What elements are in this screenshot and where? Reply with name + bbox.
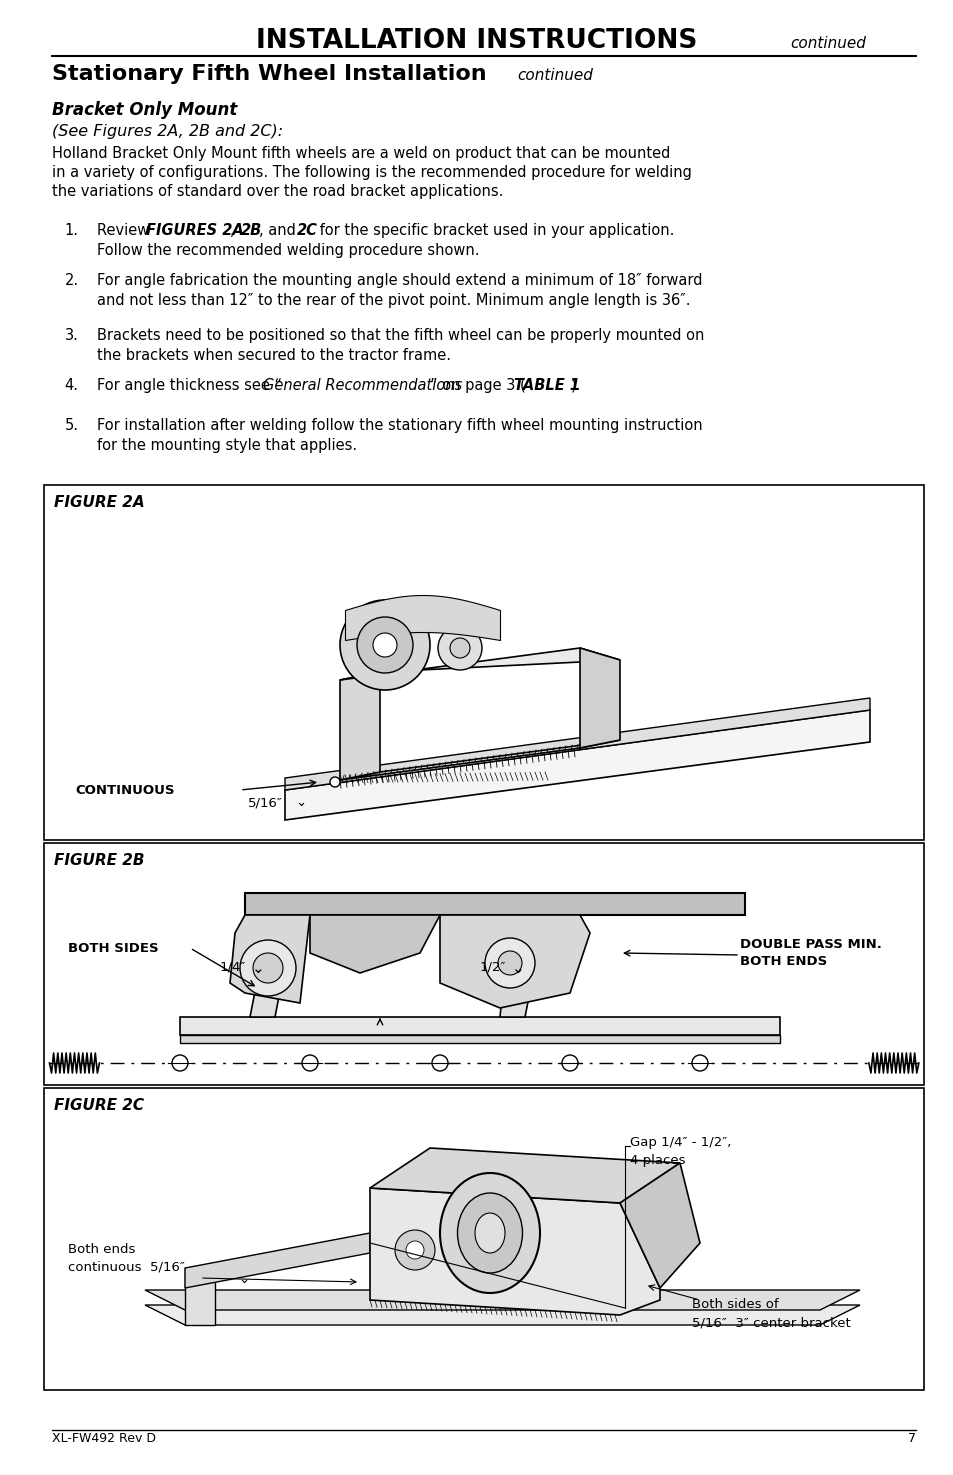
- Text: continued: continued: [517, 68, 593, 83]
- Text: CONTINUOUS: CONTINUOUS: [75, 783, 174, 796]
- Text: Stationary Fifth Wheel Installation: Stationary Fifth Wheel Installation: [52, 63, 487, 84]
- Polygon shape: [310, 914, 439, 974]
- Bar: [180, 1016, 780, 1035]
- Polygon shape: [339, 648, 619, 680]
- Polygon shape: [439, 914, 589, 1007]
- Text: ,: ,: [231, 223, 239, 237]
- Circle shape: [356, 617, 413, 673]
- Ellipse shape: [439, 1173, 539, 1294]
- Circle shape: [406, 1240, 423, 1260]
- Polygon shape: [579, 648, 619, 748]
- Polygon shape: [285, 709, 869, 820]
- Text: BOTH SIDES: BOTH SIDES: [68, 941, 158, 954]
- Circle shape: [497, 951, 521, 975]
- Text: ⌄: ⌄: [512, 962, 524, 976]
- Circle shape: [395, 1230, 435, 1270]
- Circle shape: [691, 1055, 707, 1071]
- Text: for the mounting style that applies.: for the mounting style that applies.: [97, 438, 357, 453]
- Text: DOUBLE PASS MIN.: DOUBLE PASS MIN.: [740, 938, 881, 951]
- Circle shape: [484, 938, 535, 988]
- Text: Follow the recommended welding procedure shown.: Follow the recommended welding procedure…: [97, 243, 479, 258]
- Text: 2.: 2.: [65, 273, 78, 288]
- Polygon shape: [185, 1268, 214, 1325]
- Text: For angle fabrication the mounting angle should extend a minimum of 18″ forward: For angle fabrication the mounting angle…: [97, 273, 702, 288]
- Text: ⌄: ⌄: [294, 796, 306, 808]
- Text: FIGURES 2A: FIGURES 2A: [147, 223, 244, 237]
- Text: 4 places: 4 places: [629, 1153, 685, 1167]
- Polygon shape: [339, 673, 379, 780]
- Polygon shape: [230, 914, 310, 1003]
- Text: 7: 7: [907, 1432, 915, 1446]
- Circle shape: [437, 625, 481, 670]
- Text: 2B: 2B: [240, 223, 261, 237]
- Polygon shape: [185, 1233, 370, 1288]
- Text: FIGURE 2B: FIGURE 2B: [54, 853, 145, 867]
- Bar: [45, 485, 923, 839]
- Text: in a variety of configurations. The following is the recommended procedure for w: in a variety of configurations. The foll…: [52, 165, 692, 180]
- Bar: [180, 1035, 780, 1043]
- Text: BOTH ENDS: BOTH ENDS: [740, 954, 826, 968]
- Polygon shape: [339, 740, 619, 780]
- Circle shape: [561, 1055, 578, 1071]
- Text: TABLE 1: TABLE 1: [514, 378, 579, 392]
- Polygon shape: [145, 1305, 859, 1325]
- Circle shape: [240, 940, 295, 996]
- Text: the brackets when secured to the tractor frame.: the brackets when secured to the tractor…: [97, 348, 451, 363]
- Text: ⌄: ⌄: [252, 962, 265, 976]
- Text: 2C: 2C: [296, 223, 317, 237]
- Text: Both sides of: Both sides of: [691, 1298, 778, 1311]
- Text: 5/16″: 5/16″: [248, 796, 283, 808]
- Circle shape: [330, 777, 339, 788]
- Text: XL-FW492 Rev D: XL-FW492 Rev D: [52, 1432, 156, 1446]
- Text: and not less than 12″ to the rear of the pivot point. Minimum angle length is 36: and not less than 12″ to the rear of the…: [97, 294, 690, 308]
- Text: 3.: 3.: [65, 327, 78, 344]
- Polygon shape: [370, 1187, 659, 1316]
- Text: For installation after welding follow the stationary fifth wheel mounting instru: For installation after welding follow th…: [97, 417, 702, 434]
- Polygon shape: [250, 914, 294, 1016]
- Text: continued: continued: [789, 35, 865, 52]
- Text: 1.: 1.: [65, 223, 78, 237]
- Text: the variations of standard over the road bracket applications.: the variations of standard over the road…: [52, 184, 503, 199]
- Text: 1/2″: 1/2″: [479, 960, 506, 974]
- Polygon shape: [499, 914, 544, 1016]
- Circle shape: [339, 600, 430, 690]
- Bar: [45, 844, 923, 1086]
- Text: FIGURE 2C: FIGURE 2C: [54, 1097, 145, 1114]
- Text: 1/4″: 1/4″: [220, 960, 246, 974]
- Circle shape: [253, 953, 283, 982]
- Text: continuous  5/16″: continuous 5/16″: [68, 1261, 185, 1274]
- Circle shape: [450, 639, 470, 658]
- Bar: [245, 892, 744, 914]
- Circle shape: [302, 1055, 317, 1071]
- Ellipse shape: [457, 1193, 522, 1273]
- Polygon shape: [145, 1291, 859, 1310]
- Text: ).: ).: [570, 378, 580, 392]
- Text: 5.: 5.: [65, 417, 78, 434]
- Text: For angle thickness see “: For angle thickness see “: [97, 378, 282, 392]
- Polygon shape: [619, 1162, 700, 1288]
- Text: , and: , and: [259, 223, 300, 237]
- Text: Gap 1/4″ - 1/2″,: Gap 1/4″ - 1/2″,: [629, 1136, 731, 1149]
- Text: (See Figures 2A, 2B and 2C):: (See Figures 2A, 2B and 2C):: [52, 124, 283, 139]
- Text: ” on page 3 (: ” on page 3 (: [430, 378, 526, 392]
- Circle shape: [373, 633, 396, 656]
- Text: General Recommendations: General Recommendations: [263, 378, 462, 392]
- Polygon shape: [285, 698, 869, 791]
- Circle shape: [432, 1055, 448, 1071]
- Text: ⌄: ⌄: [237, 1273, 249, 1286]
- Text: 5/16″  3″ center bracket: 5/16″ 3″ center bracket: [691, 1316, 850, 1329]
- Text: FIGURE 2A: FIGURE 2A: [54, 496, 145, 510]
- Text: Both ends: Both ends: [68, 1243, 135, 1257]
- Circle shape: [172, 1055, 188, 1071]
- Text: Bracket Only Mount: Bracket Only Mount: [52, 100, 237, 119]
- Text: Holland Bracket Only Mount fifth wheels are a weld on product that can be mounte: Holland Bracket Only Mount fifth wheels …: [52, 146, 670, 161]
- Ellipse shape: [475, 1212, 504, 1252]
- Text: INSTALLATION INSTRUCTIONS: INSTALLATION INSTRUCTIONS: [256, 28, 697, 55]
- Polygon shape: [370, 1148, 679, 1204]
- Text: 4.: 4.: [65, 378, 78, 392]
- Text: Brackets need to be positioned so that the fifth wheel can be properly mounted o: Brackets need to be positioned so that t…: [97, 327, 704, 344]
- Bar: [45, 1089, 923, 1389]
- Text: for the specific bracket used in your application.: for the specific bracket used in your ap…: [315, 223, 674, 237]
- Text: Review: Review: [97, 223, 154, 237]
